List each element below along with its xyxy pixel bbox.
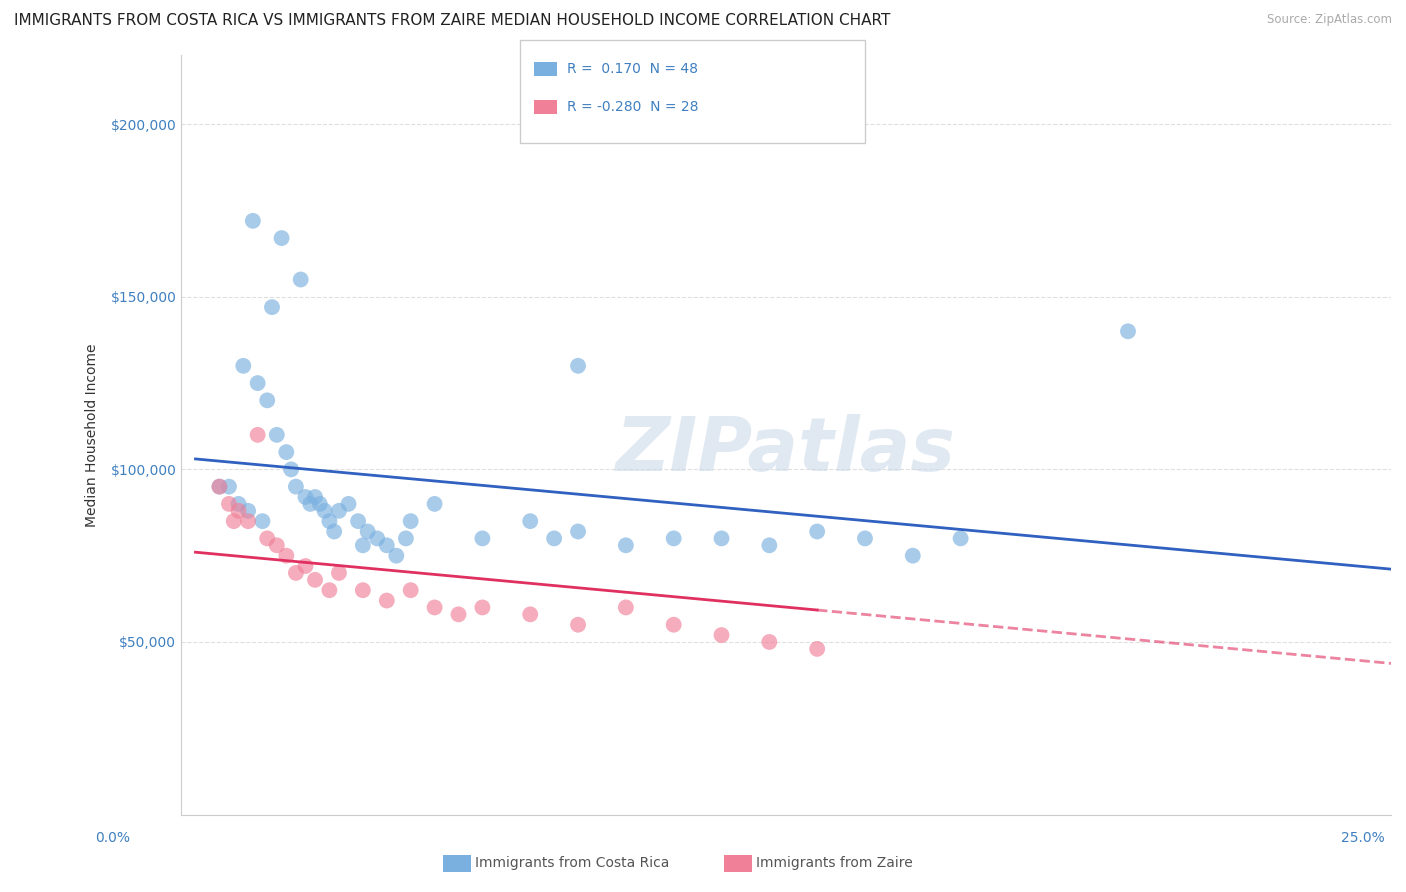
Text: 25.0%: 25.0% bbox=[1341, 831, 1385, 846]
Point bbox=[471, 600, 494, 615]
Point bbox=[423, 497, 446, 511]
Point bbox=[366, 532, 388, 546]
Point bbox=[256, 532, 278, 546]
Text: Immigrants from Zaire: Immigrants from Zaire bbox=[756, 856, 912, 871]
Point bbox=[252, 514, 274, 528]
Point bbox=[308, 497, 330, 511]
Point bbox=[519, 607, 541, 622]
Point bbox=[567, 524, 589, 539]
Text: R = -0.280  N = 28: R = -0.280 N = 28 bbox=[567, 100, 699, 114]
Point bbox=[806, 641, 828, 656]
Text: Source: ZipAtlas.com: Source: ZipAtlas.com bbox=[1267, 13, 1392, 27]
Point bbox=[218, 480, 240, 494]
Point bbox=[318, 514, 340, 528]
Point bbox=[423, 600, 446, 615]
Point bbox=[290, 272, 312, 286]
Point bbox=[614, 600, 637, 615]
Point bbox=[853, 532, 876, 546]
Point bbox=[242, 214, 264, 228]
Point bbox=[543, 532, 565, 546]
Point bbox=[758, 538, 780, 552]
Point bbox=[284, 566, 307, 580]
Point bbox=[232, 359, 254, 373]
Point bbox=[246, 376, 269, 390]
Point bbox=[1116, 324, 1139, 338]
Point bbox=[266, 538, 288, 552]
Point bbox=[806, 524, 828, 539]
Point bbox=[276, 445, 298, 459]
Point bbox=[567, 359, 589, 373]
Point bbox=[228, 504, 250, 518]
Point bbox=[519, 514, 541, 528]
Point bbox=[304, 490, 326, 504]
Point bbox=[318, 583, 340, 598]
Point bbox=[567, 617, 589, 632]
Text: Immigrants from Costa Rica: Immigrants from Costa Rica bbox=[475, 856, 669, 871]
Point bbox=[375, 538, 398, 552]
Point bbox=[328, 504, 350, 518]
Point bbox=[236, 514, 259, 528]
Point bbox=[222, 514, 245, 528]
Point bbox=[276, 549, 298, 563]
Point bbox=[710, 532, 733, 546]
Point bbox=[256, 393, 278, 408]
Point bbox=[385, 549, 408, 563]
Text: ZIPatlas: ZIPatlas bbox=[616, 414, 956, 486]
Point bbox=[447, 607, 470, 622]
Point bbox=[662, 617, 685, 632]
Text: R =  0.170  N = 48: R = 0.170 N = 48 bbox=[567, 62, 697, 76]
Point bbox=[270, 231, 292, 245]
Text: 0.0%: 0.0% bbox=[96, 831, 131, 846]
Point bbox=[337, 497, 360, 511]
Point bbox=[395, 532, 418, 546]
Point bbox=[347, 514, 370, 528]
Point bbox=[758, 635, 780, 649]
Point bbox=[352, 583, 374, 598]
Point bbox=[323, 524, 346, 539]
Point bbox=[208, 480, 231, 494]
Point bbox=[614, 538, 637, 552]
Point bbox=[218, 497, 240, 511]
Point bbox=[352, 538, 374, 552]
Point bbox=[299, 497, 322, 511]
Point bbox=[375, 593, 398, 607]
Point bbox=[399, 583, 422, 598]
Point bbox=[294, 490, 316, 504]
Point bbox=[399, 514, 422, 528]
Point bbox=[236, 504, 259, 518]
Point bbox=[294, 559, 316, 574]
Point bbox=[356, 524, 378, 539]
Point bbox=[246, 427, 269, 442]
Point bbox=[662, 532, 685, 546]
Text: IMMIGRANTS FROM COSTA RICA VS IMMIGRANTS FROM ZAIRE MEDIAN HOUSEHOLD INCOME CORR: IMMIGRANTS FROM COSTA RICA VS IMMIGRANTS… bbox=[14, 13, 890, 29]
Point bbox=[328, 566, 350, 580]
Point bbox=[949, 532, 972, 546]
Point bbox=[280, 462, 302, 476]
Point bbox=[284, 480, 307, 494]
Point bbox=[266, 427, 288, 442]
Point bbox=[208, 480, 231, 494]
Point bbox=[314, 504, 336, 518]
Point bbox=[228, 497, 250, 511]
Point bbox=[304, 573, 326, 587]
Point bbox=[471, 532, 494, 546]
Y-axis label: Median Household Income: Median Household Income bbox=[86, 343, 100, 526]
Point bbox=[901, 549, 924, 563]
Point bbox=[710, 628, 733, 642]
Point bbox=[260, 300, 283, 314]
